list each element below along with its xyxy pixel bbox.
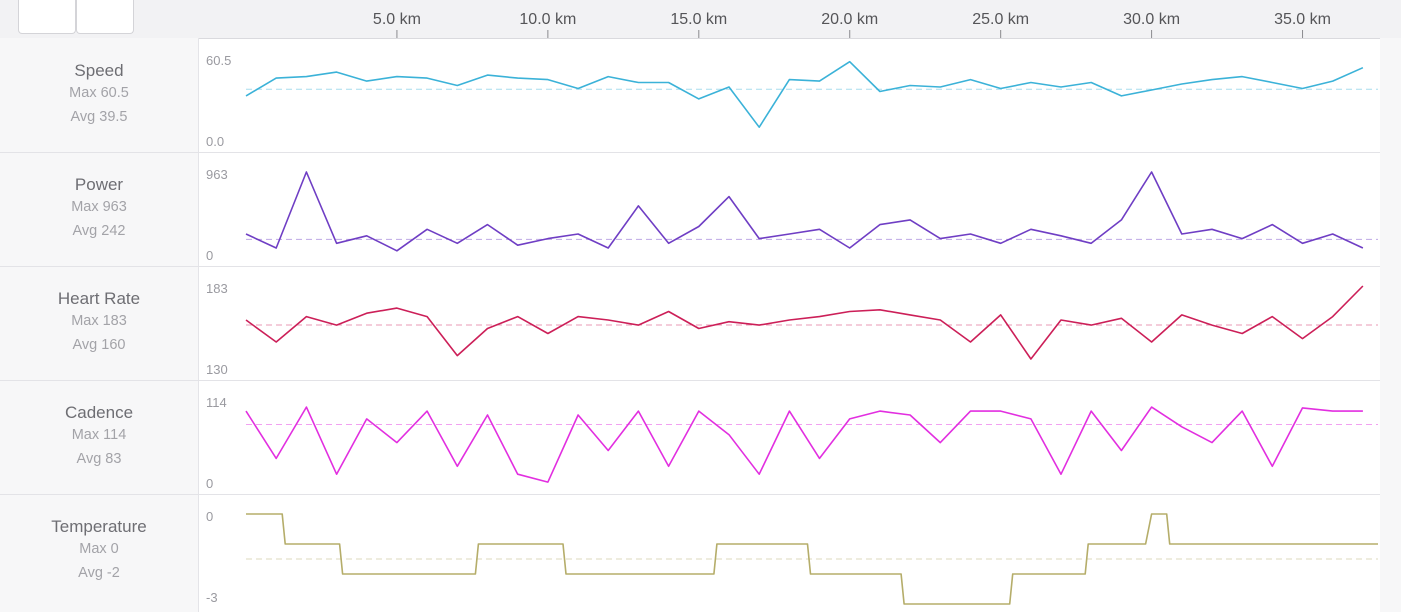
- temperature-y-min-label: -3: [206, 590, 218, 605]
- x-tick-label: 30.0 km: [1123, 11, 1180, 28]
- row-divider: [0, 266, 1380, 267]
- toolbar-button-left[interactable]: [18, 0, 76, 34]
- heart-rate-chart: 183 130: [206, 281, 1378, 377]
- power-chart: 963 0: [206, 167, 1378, 263]
- speed-y-max-label: 60.5: [206, 53, 231, 68]
- temperature-title: Temperature: [51, 517, 147, 536]
- x-tick-label: 5.0 km: [373, 11, 421, 28]
- power-max: Max 963: [71, 199, 127, 215]
- speed-avg: Avg 39.5: [70, 109, 128, 125]
- cadence-title: Cadence: [64, 403, 134, 422]
- x-tick-label: 25.0 km: [972, 11, 1029, 28]
- metric-label-column: [0, 38, 199, 612]
- chart-panels: 60.5 0.0 963 0 183 130 114 0 0 -3: [206, 53, 1378, 605]
- speed-label-block: Speed Max 60.5 Avg 39.5: [0, 61, 198, 129]
- row-divider: [0, 380, 1380, 381]
- cadence-y-min-label: 0: [206, 476, 213, 491]
- temperature-series-line: [246, 513, 1378, 605]
- temperature-avg: Avg -2: [78, 565, 120, 581]
- heart-rate-max: Max 183: [71, 313, 127, 329]
- cadence-y-max-label: 114: [206, 395, 227, 410]
- x-tick-label: 10.0 km: [519, 11, 576, 28]
- speed-series-line: [245, 60, 1364, 128]
- power-y-min-label: 0: [206, 248, 213, 263]
- temperature-label-block: Temperature Max 0 Avg -2: [0, 517, 198, 585]
- speed-title: Speed: [74, 61, 124, 80]
- heart-rate-y-max-label: 183: [206, 281, 228, 296]
- row-divider: [0, 152, 1380, 153]
- x-tick-label: 35.0 km: [1274, 11, 1331, 28]
- speed-chart: 60.5 0.0: [206, 53, 1378, 149]
- power-title: Power: [74, 175, 124, 194]
- x-axis: 5.0 km 10.0 km 15.0 km 20.0 km 25.0 km 30.0 k…: [373, 11, 1331, 38]
- toolbar-button-right[interactable]: [76, 0, 134, 34]
- row-divider: [0, 494, 1380, 495]
- temperature-chart: 0 -3: [206, 509, 1378, 605]
- heart-rate-title: Heart Rate: [57, 289, 141, 308]
- temperature-max: Max 0: [79, 541, 119, 557]
- power-series-line: [245, 171, 1364, 252]
- speed-y-min-label: 0.0: [206, 134, 224, 149]
- speed-max: Max 60.5: [69, 85, 129, 101]
- power-avg: Avg 242: [72, 223, 126, 239]
- power-label-block: Power Max 963 Avg 242: [0, 175, 198, 243]
- right-margin-strip: [1380, 38, 1401, 612]
- heart-rate-series-line: [245, 285, 1364, 360]
- cadence-avg: Avg 83: [76, 451, 122, 467]
- cadence-chart: 114 0: [206, 395, 1378, 491]
- heart-rate-label-block: Heart Rate Max 183 Avg 160: [0, 289, 198, 357]
- cadence-series-line: [245, 406, 1363, 483]
- heart-rate-y-min-label: 130: [206, 362, 228, 377]
- x-tick-label: 20.0 km: [821, 11, 878, 28]
- cadence-label-block: Cadence Max 114 Avg 83: [0, 403, 198, 471]
- heart-rate-avg: Avg 160: [72, 337, 126, 353]
- toolbar: [0, 0, 1401, 39]
- power-y-max-label: 963: [206, 167, 228, 182]
- x-tick-label: 15.0 km: [670, 11, 727, 28]
- temperature-y-max-label: 0: [206, 509, 213, 524]
- cadence-max: Max 114: [71, 427, 127, 443]
